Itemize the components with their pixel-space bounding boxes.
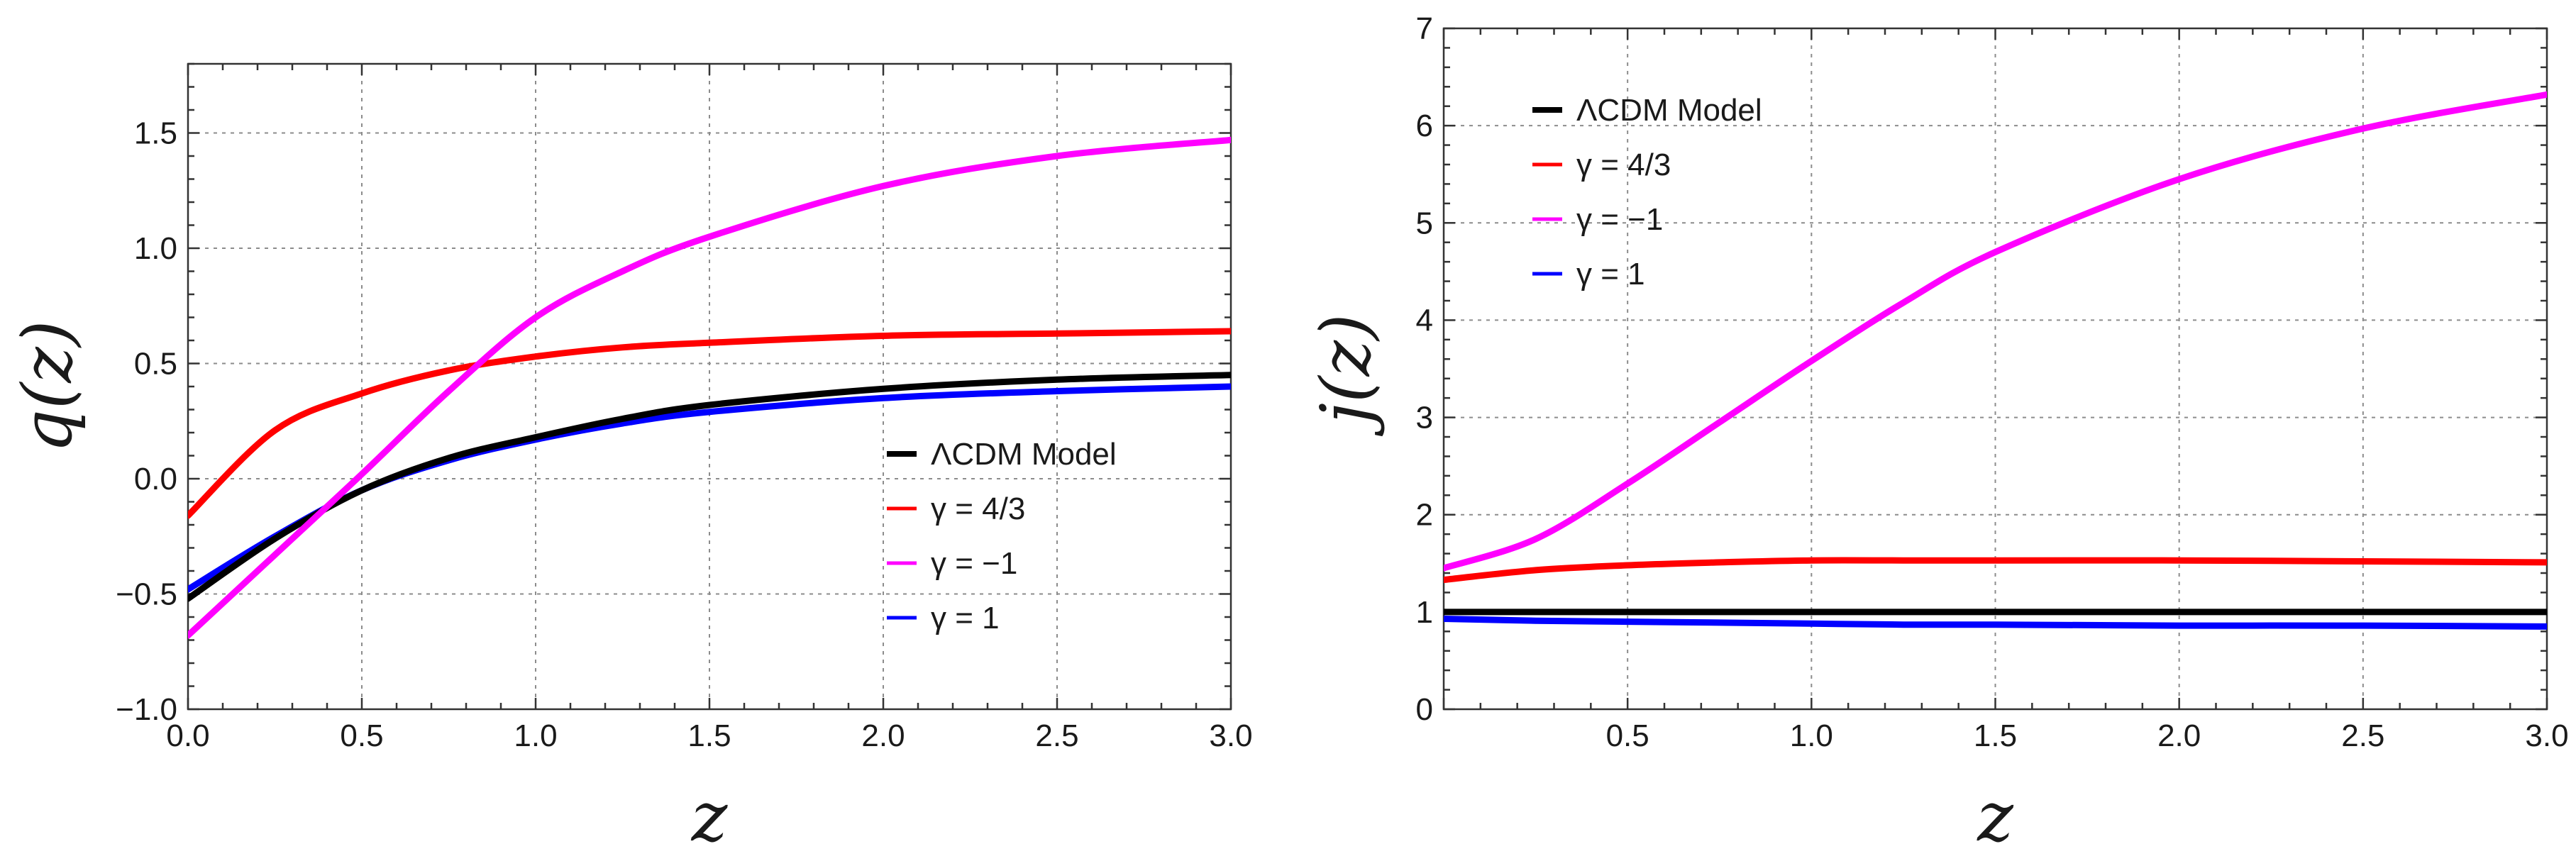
series-line-gamma-minus-1 <box>188 136 1231 639</box>
x-tick-label: 2.5 <box>2341 718 2384 753</box>
x-axis-label: z <box>691 777 729 857</box>
y-tick-label: 0 <box>1416 692 1433 727</box>
x-tick-label: 2.0 <box>2157 718 2201 753</box>
x-tick-label: 1.5 <box>687 718 731 753</box>
legend-label: γ = −1 <box>931 546 1017 581</box>
y-tick-label: −1.0 <box>116 692 177 727</box>
legend-label: γ = −1 <box>1576 202 1663 237</box>
y-tick-label: 0.0 <box>134 462 177 496</box>
y-tick-label: 5 <box>1416 206 1433 240</box>
y-tick-label: 1 <box>1416 595 1433 630</box>
series-group <box>188 136 1231 639</box>
q-of-z-panel: 0.0 0.5 1.0 1.5 2.0 2.5 3.0 −1.0 −0.5 0.0 0.5 1.0 1.… <box>8 62 1253 857</box>
series-group <box>1444 91 2547 630</box>
legend-label: ΛCDM Model <box>1576 93 1762 128</box>
x-tick-label: 0.0 <box>166 718 209 753</box>
series-line-gamma-4-3 <box>1444 557 2547 584</box>
x-tick-label: 2.5 <box>1035 718 1078 753</box>
x-tick-label: 0.5 <box>1606 718 1649 753</box>
y-tick-label: 6 <box>1416 109 1433 143</box>
legend: ΛCDM Model γ = 4/3 γ = −1 γ = 1 <box>887 437 1117 635</box>
series-line-gamma-4-3 <box>188 328 1231 519</box>
x-tick-label: 1.5 <box>1974 718 2017 753</box>
y-tick-label: 1.5 <box>134 116 177 151</box>
series-line-gamma-minus-1 <box>1444 91 2547 572</box>
y-tick-label: 4 <box>1416 303 1433 338</box>
y-axis-label: q(z) <box>8 321 87 453</box>
x-tick-label: 2.0 <box>861 718 905 753</box>
x-tick-label: 1.0 <box>514 718 557 753</box>
series-line-gamma-1 <box>1444 616 2547 630</box>
x-tick-label: 0.5 <box>340 718 383 753</box>
x-tick-label: 3.0 <box>2525 718 2568 753</box>
legend-label: γ = 4/3 <box>931 491 1025 526</box>
y-tick-label: 3 <box>1416 401 1433 435</box>
j-of-z-panel: 0.5 1.0 1.5 2.0 2.5 3.0 0 1 2 3 4 5 6 7 z j(z) ΛCDM Mode… <box>1306 11 2569 857</box>
legend: ΛCDM Model γ = 4/3 γ = −1 γ = 1 <box>1532 93 1762 291</box>
y-tick-label: 2 <box>1416 498 1433 533</box>
legend-label: ΛCDM Model <box>931 437 1117 472</box>
y-tick-label: 0.5 <box>134 347 177 382</box>
y-tick-label: 1.0 <box>134 231 177 266</box>
y-tick-label: −0.5 <box>116 577 177 612</box>
y-axis-label: j(z) <box>1306 313 1386 436</box>
x-tick-label: 1.0 <box>1790 718 1833 753</box>
x-axis-label: z <box>1977 777 2014 857</box>
x-tick-label: 3.0 <box>1209 718 1252 753</box>
legend-label: γ = 1 <box>931 601 1000 635</box>
legend-label: γ = 4/3 <box>1576 148 1671 182</box>
legend-label: γ = 1 <box>1576 257 1645 291</box>
y-tick-label: 7 <box>1416 11 1433 46</box>
